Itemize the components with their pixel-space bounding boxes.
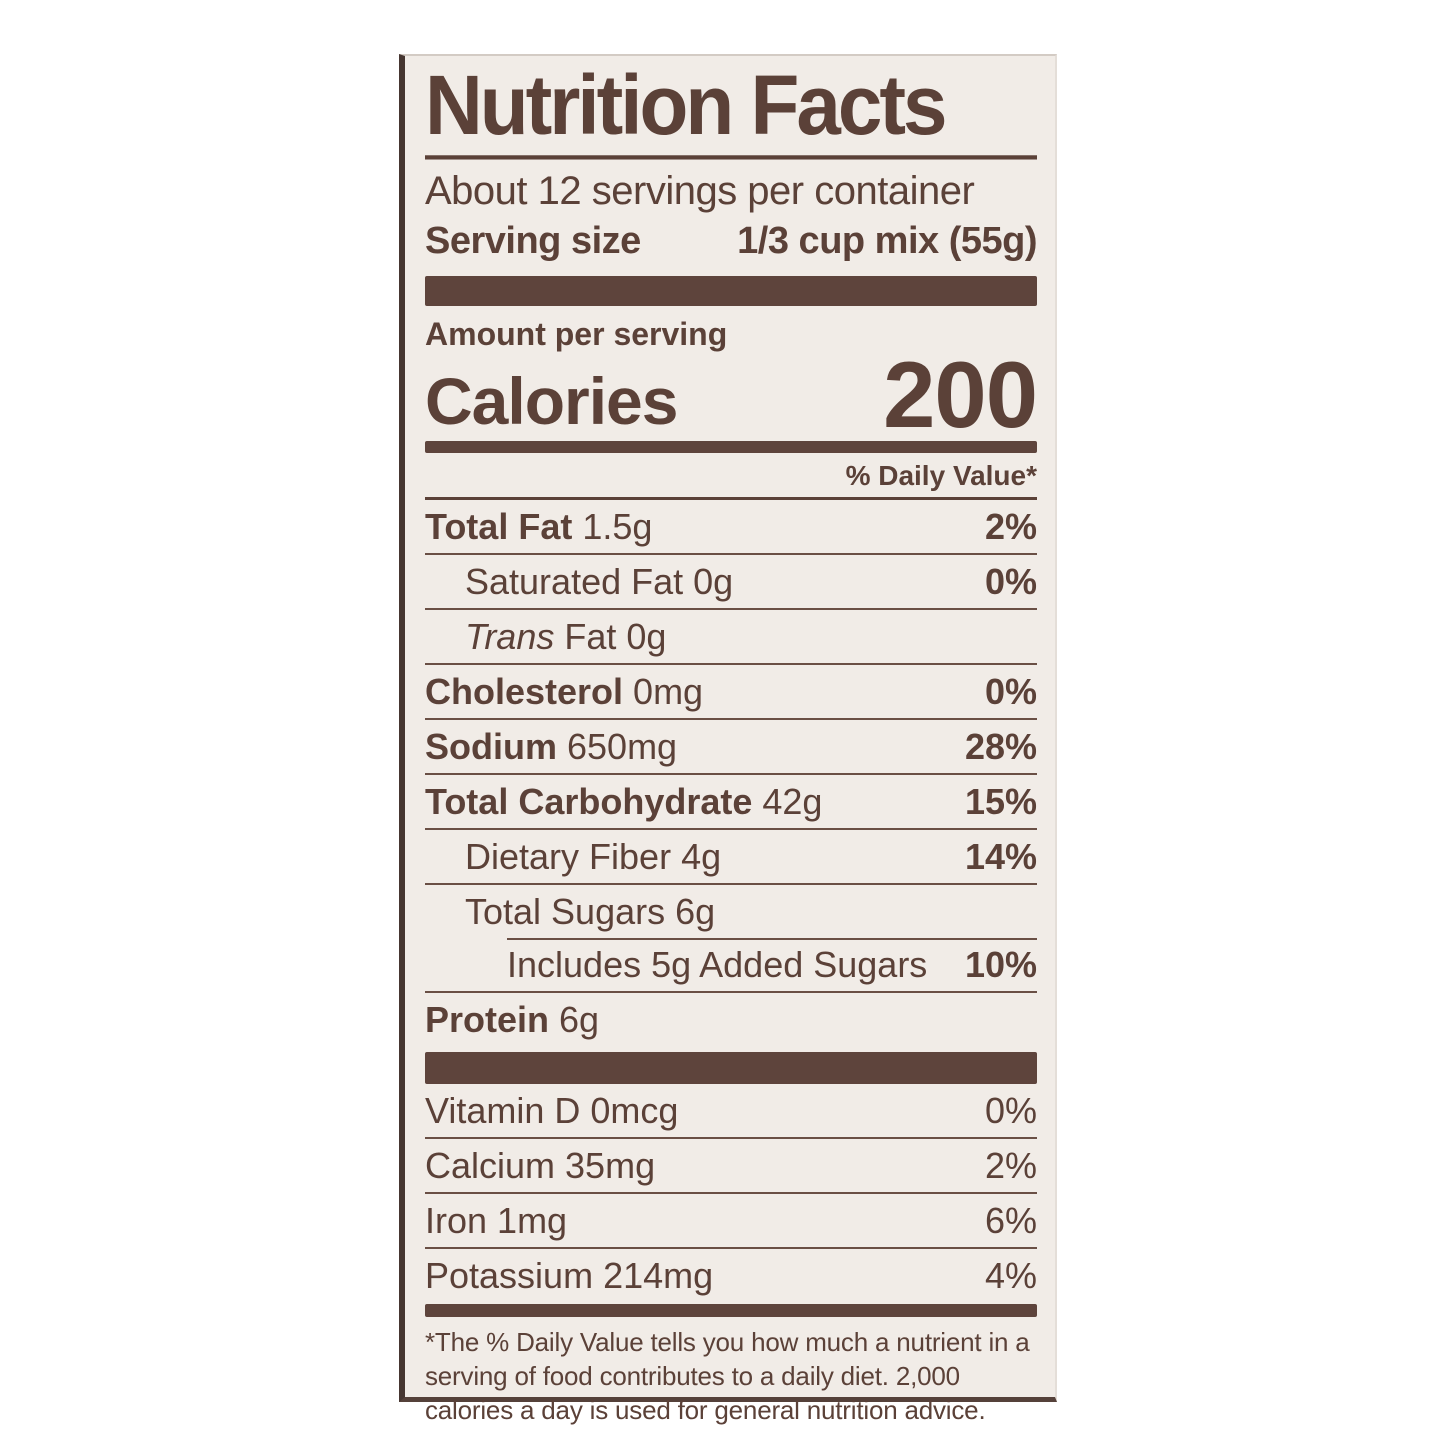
vitamin-rows: Vitamin D 0mcg 0% Calcium 35mg 2% Iron 1mg 6%… — [425, 1084, 1037, 1302]
serving-size-value: 1/3 cup mix (55g) — [737, 219, 1037, 262]
nutrient-row: Trans Fat 0g — [425, 607, 1037, 663]
calories-row: Calories 200 — [425, 341, 1038, 447]
daily-value-percent: 0% — [984, 670, 1037, 712]
nutrient-name-amount: Protein 6g — [425, 998, 600, 1040]
daily-value-header: % Daily Value* — [425, 455, 1037, 500]
divider-bar-thick — [425, 1051, 1037, 1084]
daily-value-percent: 15% — [964, 780, 1037, 822]
vitamin-row: Iron 1mg 6% — [425, 1191, 1037, 1247]
serving-size-label: Serving size — [425, 219, 641, 262]
nutrient-name-amount: Total Sugars 6g — [465, 890, 716, 932]
nutrient-name-amount: Vitamin D 0mcg — [425, 1089, 679, 1131]
calories-label: Calories — [425, 363, 678, 438]
daily-value-percent: 10% — [964, 943, 1037, 985]
vitamin-row: Potassium 214mg 4% — [425, 1246, 1037, 1302]
nutrient-name-amount: Total Fat 1.5g — [425, 505, 653, 547]
serving-size-row: Serving size 1/3 cup mix (55g) — [425, 216, 1037, 266]
calories-value: 200 — [883, 341, 1038, 447]
servings-per-container: About 12 servings per container — [425, 168, 975, 213]
daily-value-percent: 2% — [984, 1144, 1037, 1186]
divider-bar-medium — [425, 1303, 1037, 1317]
nutrient-row: Cholesterol 0mg 0% — [425, 662, 1037, 718]
daily-value-percent: 4% — [984, 1254, 1037, 1296]
nutrient-name-amount: Calcium 35mg — [425, 1144, 656, 1186]
nutrient-rows: Total Fat 1.5g 2% Saturated Fat 0g 0% Trans … — [425, 500, 1037, 1046]
daily-value-percent: 2% — [984, 505, 1037, 547]
vitamin-row: Vitamin D 0mcg 0% — [425, 1084, 1037, 1137]
nutrient-name-amount: Saturated Fat 0g — [465, 560, 734, 602]
daily-value-percent: 28% — [964, 725, 1037, 767]
nutrient-name-amount: Total Carbohydrate 42g — [425, 780, 823, 822]
nutrient-name-amount: Potassium 214mg — [425, 1254, 714, 1296]
nutrient-name-amount: Dietary Fiber 4g — [465, 835, 722, 877]
nutrition-facts-label: Nutrition Facts About 12 servings per co… — [399, 54, 1057, 1425]
vitamin-row: Calcium 35mg 2% — [425, 1136, 1037, 1192]
nutrition-facts-title: Nutrition Facts — [425, 62, 1037, 160]
nutrient-name-amount: Includes 5g Added Sugars — [507, 943, 928, 985]
nutrient-name-amount: Trans Fat 0g — [465, 615, 667, 657]
nutrient-row: Protein 6g — [425, 990, 1037, 1046]
nutrient-row: Sodium 650mg 28% — [425, 717, 1037, 773]
nutrient-row: Includes 5g Added Sugars 10% — [425, 937, 1037, 991]
divider-bar-thick — [425, 275, 1037, 306]
daily-value-footnote: *The % Daily Value tells you how much a … — [425, 1326, 1030, 1425]
nutrient-row: Dietary Fiber 4g 14% — [425, 827, 1037, 883]
nutrient-row: Total Carbohydrate 42g 15% — [425, 772, 1037, 828]
nutrient-name-amount: Iron 1mg — [425, 1199, 568, 1241]
nutrient-row: Total Sugars 6g — [425, 882, 1037, 938]
nutrient-row: Total Fat 1.5g 2% — [425, 500, 1037, 553]
nutrient-name-amount: Cholesterol 0mg — [425, 670, 704, 712]
divider-bar-medium — [425, 440, 1037, 453]
daily-value-percent: 6% — [984, 1199, 1037, 1241]
daily-value-percent: 14% — [964, 835, 1037, 877]
daily-value-percent: 0% — [984, 560, 1037, 602]
amount-per-serving-label: Amount per serving — [425, 315, 728, 352]
daily-value-percent: 0% — [984, 1089, 1037, 1131]
nutrient-row: Saturated Fat 0g 0% — [425, 552, 1037, 608]
nutrient-name-amount: Sodium 650mg — [425, 725, 678, 767]
